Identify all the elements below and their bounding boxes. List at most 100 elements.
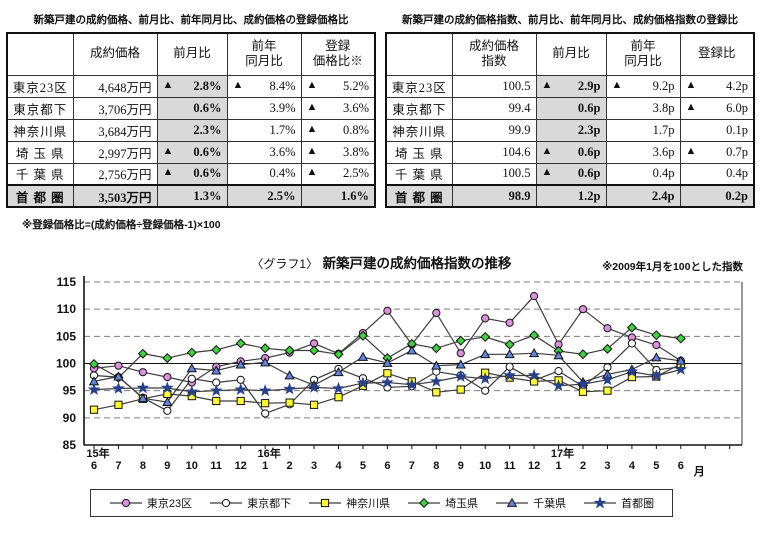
legend-label: 埼玉県	[445, 498, 479, 510]
svg-text:3: 3	[311, 460, 317, 472]
value-cell: ▲ 0.6p	[535, 162, 607, 186]
price-index-chart: 85 90 95 100 105 110 115 6 7 8 9 10 11 12 1 2 3 4 5 6 7 8 9 10 1…	[0, 272, 763, 485]
value-cell: 0.6p	[535, 96, 607, 120]
row-label: 東京23区	[385, 74, 453, 98]
row-label: 東京23区	[6, 74, 74, 98]
row-label: 埼 玉 県	[6, 140, 74, 164]
svg-text:95: 95	[63, 384, 77, 398]
chart-title-prefix: 〈グラフ1〉	[251, 257, 319, 271]
legend-item: 埼玉県	[407, 495, 478, 511]
table-row: 神奈川県 99.9 2.3p 1.7p 0.1p	[385, 118, 755, 142]
value-cell: 2,756万円	[72, 162, 158, 186]
value-cell: ▲ 0.6%	[156, 162, 228, 186]
value-cell: 1.3%	[156, 184, 228, 208]
legend-item: 東京23区	[109, 495, 192, 511]
value-cell: 0.4p	[679, 162, 755, 186]
svg-text:11: 11	[504, 460, 516, 472]
price-table: 成約価格 前月比 前年 同月比 登録 価格比※ 東京23区 4,648万円 ▲ 2.8% ▲ 8.…	[6, 32, 376, 208]
svg-text:100: 100	[56, 357, 76, 371]
value-cell: 3.8p	[605, 96, 681, 120]
value-cell: 3.9%	[226, 96, 302, 120]
negative-triangle-icon: ▲	[541, 78, 553, 91]
value-cell: ▲ 3.8%	[300, 140, 376, 164]
table-row: 東京都下 99.4 0.6p 3.8p ▲ 6.0p	[385, 96, 755, 120]
value-cell: 3.6p	[605, 140, 681, 164]
svg-text:8: 8	[433, 460, 439, 472]
value-cell: 100.5	[451, 162, 537, 186]
chart-title: 新築戸建の成約価格指数の推移	[322, 256, 512, 271]
value-cell: 0.4%	[226, 162, 302, 186]
svg-text:2: 2	[580, 460, 586, 472]
negative-triangle-icon: ▲	[685, 144, 697, 157]
table-row: 東京都下 3,706万円 0.6% 3.9% ▲ 3.6%	[6, 96, 376, 120]
negative-triangle-icon: ▲	[162, 78, 174, 91]
legend-label: 首都圏	[621, 498, 655, 510]
svg-text:4: 4	[629, 460, 636, 472]
value-cell: 1.7%	[226, 118, 302, 142]
svg-text:115: 115	[57, 275, 77, 289]
value-cell: 0.6%	[156, 96, 228, 120]
column-header	[6, 32, 74, 76]
chart-header: 〈グラフ1〉 新築戸建の成約価格指数の推移 ※2009年1月を100とした指数	[0, 252, 763, 273]
row-label: 首 都 圏	[6, 184, 74, 208]
svg-text:17年: 17年	[551, 446, 574, 460]
svg-text:12: 12	[528, 460, 540, 472]
value-cell: 0.4p	[605, 162, 681, 186]
value-cell: 104.6	[451, 140, 537, 164]
price-table-block: 新築戸建の成約価格、前月比、前年同月比、成約価格の登録価格比 成約価格 前月比 前年…	[6, 12, 376, 232]
column-header: 成約価格 指数	[451, 32, 537, 76]
table-row: 東京23区 100.5 ▲ 2.9p ▲ 9.2p ▲ 4.2p	[385, 74, 755, 98]
value-cell: 98.9	[451, 184, 537, 208]
price-table-title: 新築戸建の成約価格、前月比、前年同月比、成約価格の登録価格比	[33, 14, 349, 26]
value-cell: 3,503万円	[72, 184, 158, 208]
svg-text:8: 8	[140, 460, 146, 472]
value-cell: 1.2p	[535, 184, 607, 208]
svg-text:16年: 16年	[258, 446, 281, 460]
tables-row: 新築戸建の成約価格、前月比、前年同月比、成約価格の登録価格比 成約価格 前月比 前年…	[0, 0, 763, 232]
value-cell: 0.1p	[679, 118, 755, 142]
value-cell: 100.5	[451, 74, 537, 98]
negative-triangle-icon: ▲	[306, 100, 318, 113]
svg-text:9: 9	[458, 460, 464, 472]
table-header-row: 成約価格 前月比 前年 同月比 登録 価格比※	[6, 32, 376, 76]
legend-marker-icon	[408, 497, 441, 509]
svg-text:9: 9	[164, 460, 170, 472]
value-cell: ▲ 2.9p	[535, 74, 607, 98]
column-header: 前年 同月比	[605, 32, 681, 76]
value-cell: ▲ 6.0p	[679, 96, 755, 120]
table-row: 首 都 圏 98.9 1.2p 2.4p 0.2p	[385, 184, 755, 208]
svg-text:1: 1	[262, 460, 268, 472]
table-row: 東京23区 4,648万円 ▲ 2.8% ▲ 8.4% ▲ 5.2%	[6, 74, 376, 98]
chart-note: ※2009年1月を100とした指数	[602, 261, 743, 273]
legend-label: 東京23区	[146, 498, 193, 510]
value-cell: ▲ 2.5%	[300, 162, 376, 186]
svg-text:11: 11	[210, 460, 222, 472]
table-header-row: 成約価格 指数 前月比 前年 同月比 登録比	[385, 32, 755, 76]
column-header: 登録 価格比※	[300, 32, 376, 76]
legend-item: 東京都下	[209, 495, 291, 511]
value-cell: ▲ 3.6%	[300, 96, 376, 120]
svg-text:90: 90	[63, 411, 77, 425]
negative-triangle-icon: ▲	[685, 100, 697, 113]
legend-item: 首都圏	[583, 495, 654, 511]
svg-text:月: 月	[693, 465, 705, 478]
column-header: 前月比	[156, 32, 228, 76]
legend-item: 神奈川県	[308, 495, 390, 511]
row-label: 神奈川県	[6, 118, 74, 142]
svg-text:10: 10	[186, 460, 198, 472]
svg-text:5: 5	[653, 460, 659, 472]
svg-text:6: 6	[678, 460, 684, 472]
value-cell: ▲ 2.8%	[156, 74, 228, 98]
svg-text:105: 105	[56, 329, 76, 343]
value-cell: 0.2p	[679, 184, 755, 208]
column-header: 登録比	[679, 32, 755, 76]
index-table-block: 新築戸建の成約価格指数、前月比、前年同月比、成約価格指数の登録比 成約価格 指数…	[385, 12, 755, 232]
value-cell: 2.3%	[156, 118, 228, 142]
svg-text:7: 7	[115, 460, 121, 472]
legend-label: 神奈川県	[346, 498, 391, 510]
svg-text:4: 4	[335, 460, 342, 472]
negative-triangle-icon: ▲	[232, 78, 244, 91]
value-cell: 2.4p	[605, 184, 681, 208]
legend-marker-icon	[309, 498, 342, 508]
